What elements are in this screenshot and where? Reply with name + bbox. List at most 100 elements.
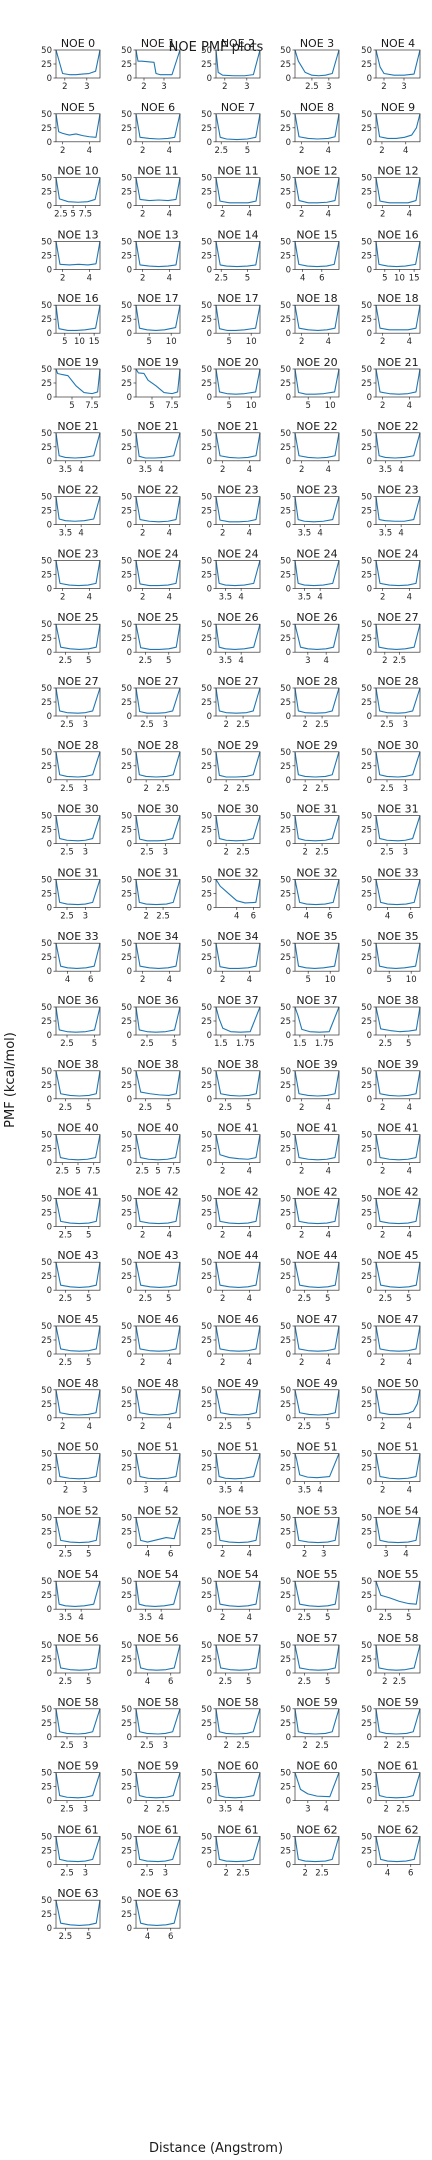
x-tick-label: 2 (143, 784, 148, 794)
y-tick-label: 25 (361, 1145, 372, 1155)
panel-title: NOE 48 (57, 1377, 98, 1390)
panel: NOE 45 0 25 50 2.5 5 (41, 1313, 101, 1368)
panel: NOE 32 0 25 50 4 6 (280, 866, 340, 921)
y-tick-label: 0 (47, 1159, 52, 1169)
y-tick-label: 0 (286, 840, 291, 850)
panel: NOE 21 0 25 50 3.5 4 (121, 420, 181, 475)
y-tick-label: 0 (367, 1797, 372, 1807)
y-tick-label: 0 (127, 1605, 132, 1615)
y-tick-label: 50 (201, 812, 212, 822)
panel: NOE 54 0 25 50 3 4 (361, 1504, 421, 1559)
panel: NOE 30 0 25 50 2.5 3 (361, 739, 421, 794)
y-tick-label: 50 (41, 620, 52, 630)
x-tick-label: 2 (143, 911, 148, 921)
pmf-line (215, 113, 261, 141)
panel: NOE 36 0 25 50 2.5 5 (41, 994, 101, 1049)
pmf-line (375, 751, 421, 778)
x-tick-label: 5 (305, 401, 310, 411)
x-tick-label: 5 (69, 401, 74, 411)
y-tick-label: 25 (280, 60, 291, 70)
x-tick-label: 4 (407, 1358, 412, 1368)
pmf-line (294, 1262, 340, 1288)
pmf-line (135, 1708, 181, 1735)
y-tick-label: 25 (361, 188, 372, 198)
x-tick-label: 6 (168, 1932, 173, 1942)
y-tick-label: 50 (41, 1896, 52, 1906)
x-tick-label: 5 (246, 1677, 251, 1687)
y-tick-label: 25 (121, 1208, 132, 1218)
y-axis-label: PMF (kcal/mol) (3, 1032, 18, 1128)
y-tick-label: 50 (361, 1067, 372, 1077)
y-tick-label: 0 (47, 1095, 52, 1105)
x-tick-label: 2.5 (305, 82, 319, 92)
x-tick-label: 4 (163, 1486, 168, 1496)
y-tick-label: 50 (41, 1386, 52, 1396)
pmf-line (135, 1453, 181, 1480)
y-tick-label: 0 (127, 1159, 132, 1169)
x-tick-label: 2 (62, 82, 67, 92)
y-tick-label: 25 (121, 1846, 132, 1856)
panel: NOE 61 0 25 50 2.5 3 (121, 1823, 181, 1878)
y-tick-label: 50 (361, 875, 372, 885)
x-tick-label: 4 (407, 592, 412, 602)
y-tick-label: 50 (201, 1194, 212, 1204)
pmf-line (55, 943, 101, 969)
x-tick-label: 2.5 (60, 784, 74, 794)
y-tick-label: 25 (201, 443, 212, 453)
panel-title: NOE 43 (57, 1249, 98, 1262)
y-tick-label: 0 (286, 138, 291, 148)
panel: NOE 11 0 25 50 2 4 (121, 165, 181, 220)
x-tick-label: 2 (380, 337, 385, 347)
y-tick-label: 50 (280, 1322, 291, 1332)
pmf-line (55, 1772, 101, 1799)
y-tick-label: 50 (121, 301, 132, 311)
y-tick-label: 0 (127, 1031, 132, 1041)
y-tick-label: 25 (201, 826, 212, 836)
x-tick-label: 2 (141, 82, 146, 92)
panel-title: NOE 56 (137, 1632, 178, 1645)
pmf-line (215, 496, 261, 523)
y-tick-label: 50 (41, 46, 52, 56)
panel-title: NOE 29 (296, 739, 337, 752)
x-tick-label: 3 (83, 784, 88, 794)
y-tick-label: 50 (201, 1641, 212, 1651)
x-tick-label: 2 (380, 210, 385, 220)
x-tick-label: 1.5 (293, 1039, 307, 1049)
panel: NOE 51 0 25 50 2 4 (361, 1441, 421, 1496)
y-tick-label: 25 (361, 251, 372, 261)
y-tick-label: 25 (41, 124, 52, 134)
panel-title: NOE 59 (57, 1760, 98, 1773)
panel: NOE 53 0 25 50 2 4 (201, 1504, 261, 1559)
y-tick-label: 50 (121, 875, 132, 885)
x-tick-label: 5 (246, 1422, 251, 1432)
x-tick-label: 3 (326, 82, 331, 92)
panel: NOE 32 0 25 50 4 6 (201, 866, 261, 921)
panel-title: NOE 30 (377, 739, 418, 752)
y-tick-label: 0 (286, 1797, 291, 1807)
y-tick-label: 50 (121, 46, 132, 56)
y-tick-label: 25 (361, 1464, 372, 1474)
panel-title: NOE 0 (61, 37, 95, 50)
pmf-line (215, 1198, 261, 1225)
x-tick-label: 2 (220, 1549, 225, 1559)
pmf-line (375, 624, 421, 650)
pmf-line (55, 687, 101, 714)
panel: NOE 41 0 25 50 2 4 (201, 1122, 261, 1177)
x-tick-label: 5 (172, 1039, 177, 1049)
y-tick-label: 50 (41, 1322, 52, 1332)
panel-title: NOE 25 (137, 611, 178, 624)
panel-title: NOE 5 (61, 101, 95, 114)
y-tick-label: 0 (207, 1286, 212, 1296)
pmf-line (294, 687, 340, 714)
panel-title: NOE 36 (57, 994, 98, 1007)
panel-title: NOE 13 (57, 228, 98, 241)
y-tick-label: 25 (201, 634, 212, 644)
y-tick-label: 25 (201, 570, 212, 580)
pmf-line (135, 113, 181, 140)
pmf-line (55, 177, 101, 203)
y-tick-label: 0 (127, 1222, 132, 1232)
y-tick-label: 0 (47, 840, 52, 850)
panel: NOE 31 0 25 50 2 2.5 (280, 803, 340, 858)
x-tick-label: 5 (386, 975, 391, 985)
panel: NOE 2 0 25 50 2 3 (201, 37, 261, 92)
